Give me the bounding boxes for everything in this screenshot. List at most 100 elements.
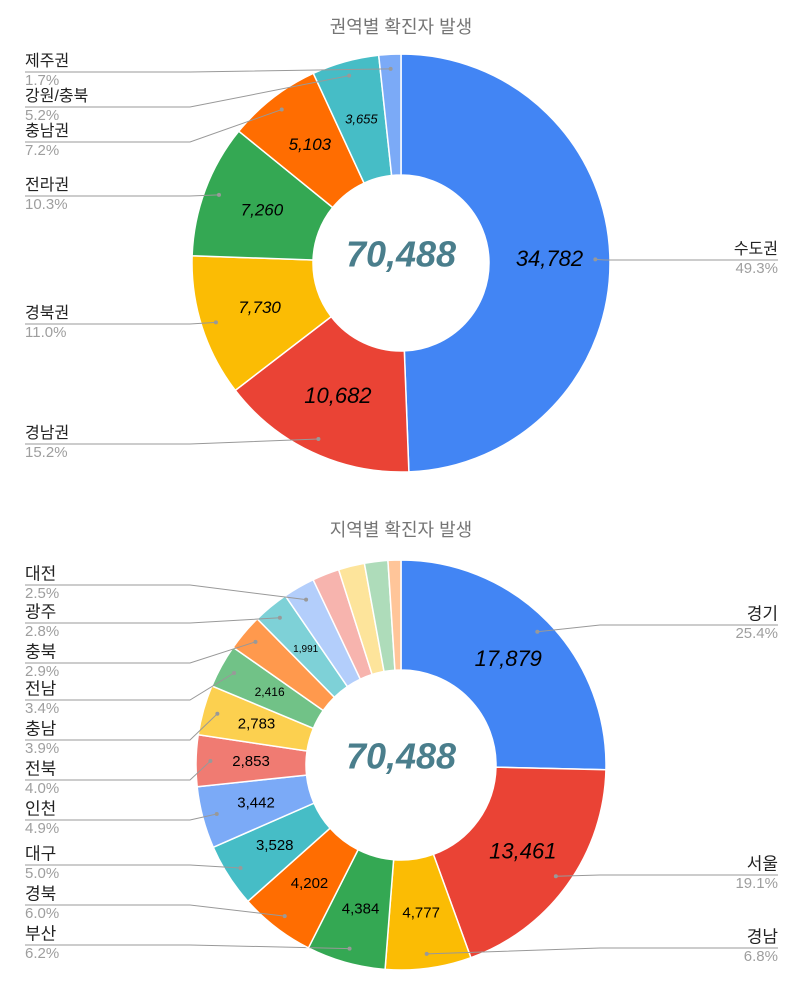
leader-line xyxy=(25,672,235,701)
donut-slice xyxy=(432,766,607,959)
leader-dot xyxy=(424,951,429,956)
percent-label: 2.9% xyxy=(25,663,59,680)
category-label: 전북 xyxy=(25,759,56,778)
percent-label: 4.9% xyxy=(25,820,59,837)
value-label: 2,853 xyxy=(232,753,270,770)
leader-dot xyxy=(593,257,598,262)
category-label: 광주 xyxy=(25,602,56,621)
value-label: 4,384 xyxy=(342,900,380,917)
percent-label: 5.0% xyxy=(25,865,59,882)
value-label: 4,202 xyxy=(291,875,329,892)
leader-dot xyxy=(347,73,352,78)
leader-line xyxy=(25,713,218,741)
category-label: 전라권 xyxy=(25,176,69,194)
leader-dot xyxy=(304,597,309,602)
percent-label: 5.2% xyxy=(25,107,59,124)
leader-dot xyxy=(279,107,284,112)
leader-line xyxy=(25,760,211,781)
value-label: 4,777 xyxy=(402,905,440,922)
leader-line xyxy=(555,874,778,877)
percent-label: 15.2% xyxy=(25,444,68,461)
leader-line xyxy=(25,617,280,624)
category-label: 강원/충북 xyxy=(25,87,88,105)
percent-label: 2.8% xyxy=(25,623,59,640)
leader-line xyxy=(25,864,241,869)
percent-label: 6.0% xyxy=(25,905,59,922)
percent-label: 3.9% xyxy=(25,740,59,757)
percent-label: 2.5% xyxy=(25,585,59,602)
leader-dot xyxy=(282,914,287,919)
leader-line xyxy=(25,194,220,197)
category-label: 충남 xyxy=(25,719,57,738)
category-label: 대구 xyxy=(25,844,56,863)
leader-dot xyxy=(316,436,321,441)
leader-line xyxy=(595,258,778,261)
value-label: 3,528 xyxy=(256,837,294,854)
category-label: 경북권 xyxy=(25,304,69,322)
category-label: 경남 xyxy=(747,927,779,946)
leader-dot xyxy=(347,946,352,951)
leader-dot xyxy=(388,66,393,71)
value-label: 2,416 xyxy=(255,685,285,699)
percent-label: 1.7% xyxy=(25,72,59,89)
leader-line xyxy=(25,321,216,325)
value-label: 13,461 xyxy=(489,838,556,863)
value-label: 3,442 xyxy=(237,794,275,811)
leader-dot xyxy=(214,811,219,816)
percent-label: 25.4% xyxy=(735,625,778,642)
percent-label: 7.2% xyxy=(25,142,59,159)
chart-title: 권역별 확진자 발생 xyxy=(330,17,472,37)
leader-dot xyxy=(232,670,237,675)
category-label: 제주권 xyxy=(25,52,69,70)
leader-line xyxy=(426,947,778,955)
leader-dot xyxy=(216,192,221,197)
leader-dot xyxy=(553,874,558,879)
leader-line xyxy=(25,68,391,73)
value-label: 1,991 xyxy=(293,644,318,655)
center-total: 70,488 xyxy=(346,234,456,275)
category-label: 전남 xyxy=(25,679,57,698)
donut-slice xyxy=(400,53,611,473)
leader-line xyxy=(25,944,350,950)
leader-line xyxy=(537,624,778,633)
percent-label: 6.8% xyxy=(744,948,778,965)
percent-label: 6.2% xyxy=(25,945,59,962)
leader-dot xyxy=(213,320,218,325)
leader-dot xyxy=(208,759,213,764)
value-label: 2,783 xyxy=(238,716,276,733)
leader-line xyxy=(25,641,256,664)
value-label: 3,655 xyxy=(345,111,378,126)
category-label: 경남권 xyxy=(25,424,69,442)
percent-label: 19.1% xyxy=(735,875,778,892)
leader-dot xyxy=(215,711,220,716)
donut-slice xyxy=(234,315,410,473)
category-label: 인천 xyxy=(25,799,56,818)
leader-line xyxy=(25,813,217,821)
category-label: 경북 xyxy=(25,884,56,903)
leader-dot xyxy=(277,615,282,620)
center-total: 70,488 xyxy=(346,736,456,777)
leader-line xyxy=(25,438,319,445)
leader-dot xyxy=(238,865,243,870)
leader-line xyxy=(25,109,282,143)
leader-line xyxy=(25,584,307,601)
donut-slice xyxy=(377,53,402,177)
category-label: 충남권 xyxy=(25,122,69,140)
percent-label: 4.0% xyxy=(25,780,59,797)
value-label: 5,103 xyxy=(289,135,332,154)
leader-line xyxy=(25,75,350,108)
leader-dot xyxy=(535,629,540,634)
chart-title: 지역별 확진자 발생 xyxy=(330,520,472,540)
category-label: 부산 xyxy=(25,924,57,943)
value-label: 17,879 xyxy=(475,646,542,671)
donut-slice xyxy=(400,559,607,771)
category-label: 서울 xyxy=(747,854,778,873)
donut-slice xyxy=(387,559,402,671)
value-label: 7,260 xyxy=(241,200,284,219)
category-label: 대전 xyxy=(25,564,56,583)
category-label: 수도권 xyxy=(734,240,778,258)
percent-label: 11.0% xyxy=(25,324,66,341)
category-label: 경기 xyxy=(747,604,778,623)
leader-line xyxy=(25,904,285,917)
